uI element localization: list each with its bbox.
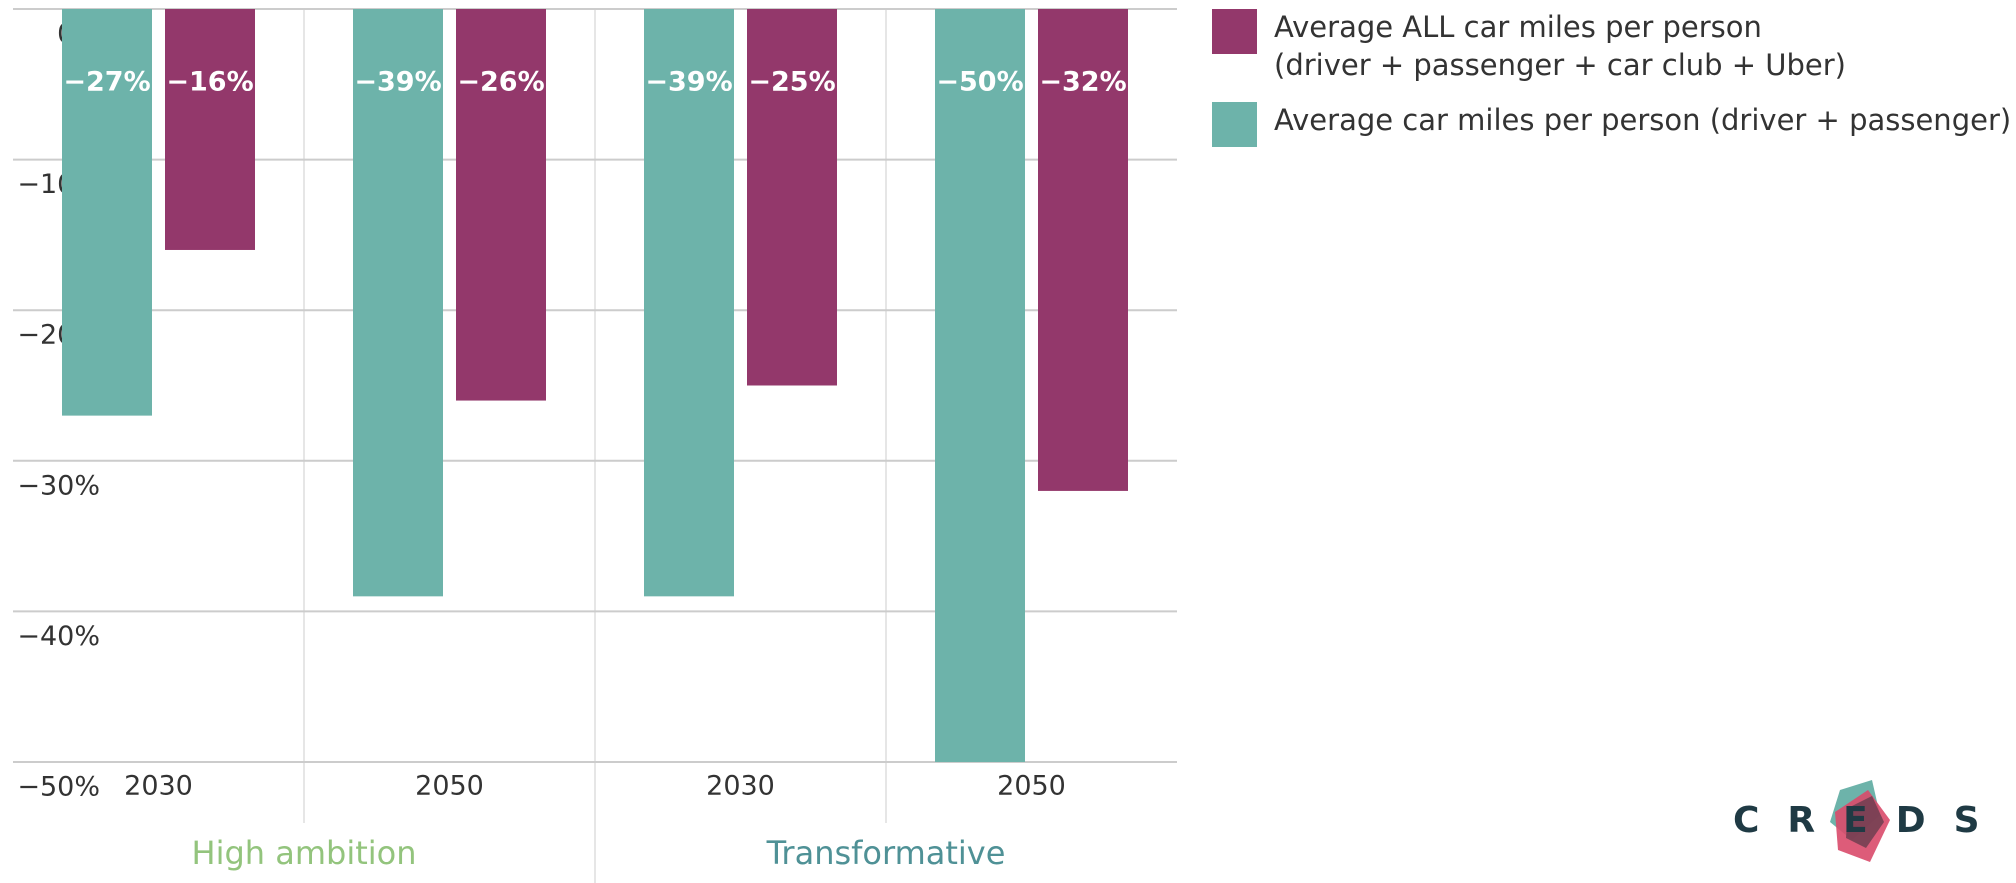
value-label: −39%	[354, 67, 441, 98]
value-label: −16%	[166, 67, 253, 98]
y-tick-label: −50%	[17, 772, 100, 803]
value-label: −26%	[457, 67, 544, 98]
legend-label: Average ALL car miles per person (driver …	[1274, 10, 1846, 82]
x-tick-label: 2050	[997, 771, 1066, 802]
x-tick-label: 2030	[706, 771, 775, 802]
bar	[62, 9, 152, 416]
x-tick-label: 2030	[124, 771, 193, 802]
y-tick-label: −40%	[17, 621, 100, 652]
bar	[353, 9, 443, 597]
bar	[644, 9, 734, 597]
value-label: −32%	[1039, 67, 1126, 98]
x-tick-label: 2050	[415, 771, 484, 802]
bar	[165, 9, 255, 250]
logo-badge	[1830, 780, 1890, 862]
logo: CREDS	[1733, 800, 2008, 841]
value-label: −50%	[936, 67, 1023, 98]
legend-swatch	[1212, 9, 1257, 54]
y-tick-label: −30%	[17, 470, 100, 501]
bar	[1038, 9, 1128, 491]
value-label: −27%	[63, 67, 150, 98]
legend-label: Average car miles per person (driver + p…	[1274, 103, 2011, 137]
group-label: Transformative	[766, 834, 1006, 872]
bar	[456, 9, 546, 401]
value-label: −39%	[645, 67, 732, 98]
legend-swatch	[1212, 102, 1257, 147]
group-label: High ambition	[192, 834, 417, 872]
value-label: −25%	[748, 67, 835, 98]
bar	[935, 9, 1025, 762]
bar	[747, 9, 837, 386]
